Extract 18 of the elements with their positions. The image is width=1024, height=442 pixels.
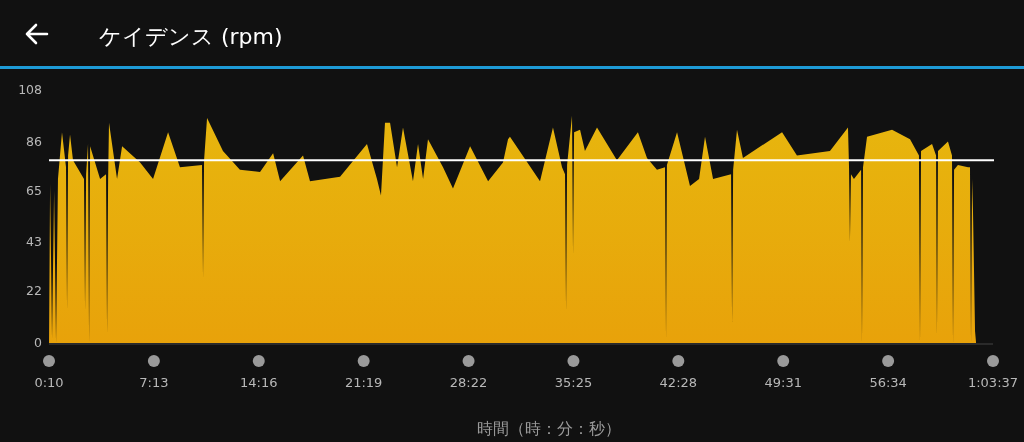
x-tick-label: 28:22: [449, 375, 488, 390]
y-tick-label: 65: [26, 182, 42, 198]
x-tick-label: 35:25: [554, 375, 593, 390]
y-tick-label: 86: [26, 133, 43, 149]
x-tick-label: 42:28: [659, 375, 698, 390]
x-tick-label: 0:10: [34, 375, 64, 390]
y-tick-label: 22: [26, 283, 42, 299]
x-tick-label: 49:31: [764, 375, 802, 390]
x-tick-label: 14:16: [240, 375, 278, 390]
y-tick-label: 0: [34, 335, 43, 350]
x-tick-label: 1:03:37: [967, 375, 1019, 390]
y-tick-label: 108: [18, 82, 43, 97]
chart-title: ケイデンス (rpm): [99, 24, 283, 49]
x-tick-label: 21:19: [344, 375, 383, 390]
y-tick-label: 43: [26, 234, 42, 250]
x-tick-label: 7:13: [139, 375, 169, 390]
x-axis-title: 時間（時：分：秒）: [477, 419, 621, 438]
x-tick-label: 56:34: [869, 375, 907, 390]
